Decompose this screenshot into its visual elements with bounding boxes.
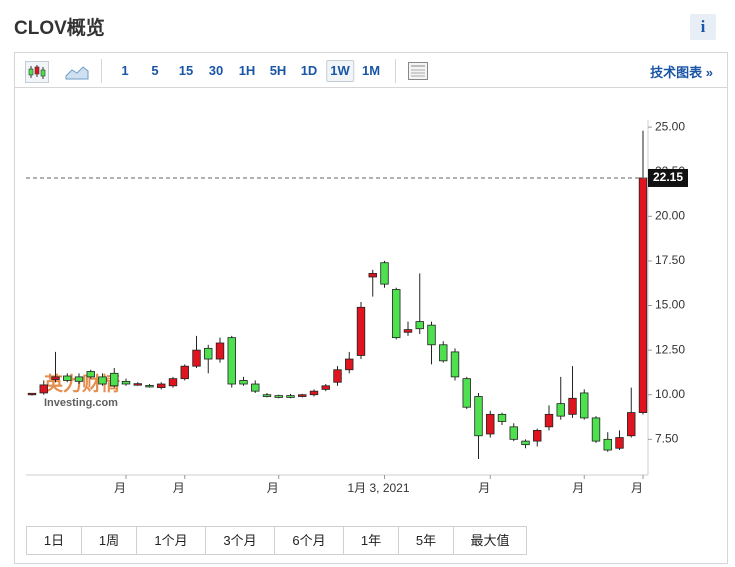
page-title: CLOV概览 <box>14 18 105 39</box>
table-button[interactable] <box>407 61 429 81</box>
toolbar: 1 5 15 30 1H 5H 1D 1W 1M <box>15 53 727 88</box>
interval-button[interactable]: 30 <box>208 63 224 78</box>
info-button[interactable]: i <box>690 14 716 40</box>
range-button[interactable]: 1周 <box>82 527 137 554</box>
range-bar: 1日 1周 1个月 3个月 6个月 1年 5年 最大值 <box>26 526 527 555</box>
range-button[interactable]: 3个月 <box>206 527 275 554</box>
candle-type-button[interactable] <box>25 61 49 83</box>
separator <box>395 59 396 83</box>
separator <box>101 59 102 83</box>
range-button[interactable]: 1日 <box>27 527 82 554</box>
interval-button[interactable]: 5H <box>269 63 287 78</box>
interval-button[interactable]: 1W <box>326 60 354 82</box>
range-button[interactable]: 6个月 <box>275 527 344 554</box>
range-button[interactable]: 5年 <box>399 527 454 554</box>
interval-button[interactable]: 1H <box>238 63 256 78</box>
candle-icon <box>28 65 46 79</box>
range-button[interactable]: 1个月 <box>137 527 206 554</box>
interval-button[interactable]: 1M <box>361 63 381 78</box>
range-button[interactable]: 1年 <box>344 527 399 554</box>
technical-chart-link[interactable]: 技术图表 » <box>650 65 713 80</box>
interval-button[interactable]: 15 <box>178 63 194 78</box>
interval-button[interactable]: 5 <box>151 63 159 78</box>
interval-button[interactable]: 1 <box>121 63 129 78</box>
area-type-button[interactable] <box>65 64 89 80</box>
interval-button[interactable]: 1D <box>300 63 318 78</box>
chart-frame <box>14 52 728 564</box>
range-button[interactable]: 最大值 <box>470 533 510 548</box>
